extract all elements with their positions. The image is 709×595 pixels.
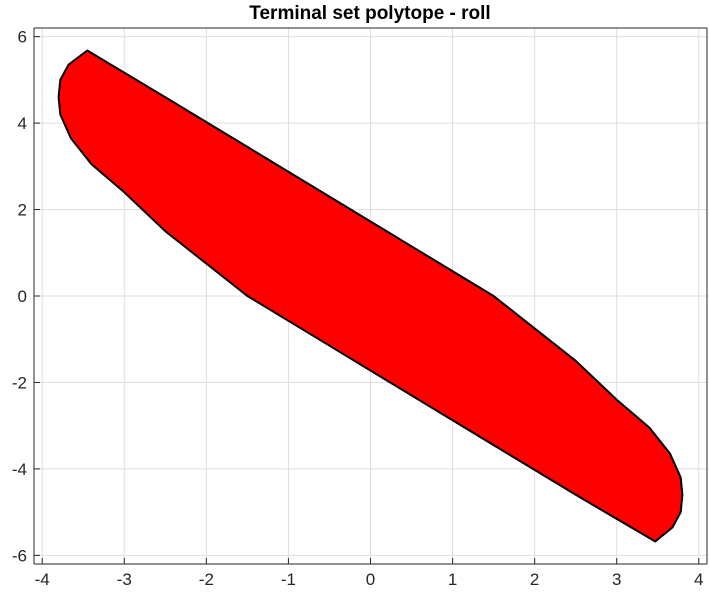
y-tick-label: -2: [12, 373, 27, 392]
tick-labels: -4 -3 -2 -1 0 1 2 3 4 -6 -4 -2 0 2 4 6: [12, 28, 704, 589]
x-tick-label: 0: [366, 570, 375, 589]
x-tick-label: -1: [281, 570, 296, 589]
x-tick-label: -4: [35, 570, 50, 589]
polytope-region: [57, 49, 684, 543]
y-tick-label: -4: [12, 460, 27, 479]
x-tick-label: 2: [530, 570, 539, 589]
x-tick-label: 3: [612, 570, 621, 589]
y-tick-label: 2: [18, 201, 27, 220]
plot-area: [57, 49, 684, 543]
x-tick-label: -2: [199, 570, 214, 589]
y-tick-label: -6: [12, 546, 27, 565]
axes-frame: [33, 27, 708, 565]
y-tick-label: 4: [18, 114, 27, 133]
y-tick-label: 0: [18, 287, 27, 306]
y-tick-label: 6: [18, 28, 27, 47]
x-tick-label: 1: [448, 570, 457, 589]
chart-title: Terminal set polytope - roll: [249, 3, 490, 24]
x-tick-label: -3: [117, 570, 132, 589]
x-tick-label: 4: [694, 570, 703, 589]
